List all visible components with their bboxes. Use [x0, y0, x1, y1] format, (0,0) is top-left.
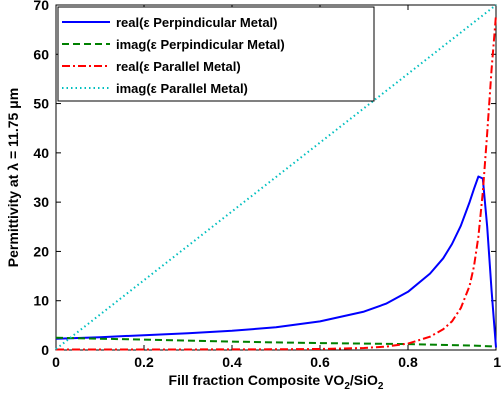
series-line-4	[55, 4, 497, 350]
y-tick-label: 20	[33, 243, 49, 259]
y-tick-label: 30	[33, 194, 49, 210]
series-layer	[55, 4, 497, 351]
x-tick-label: 0.2	[134, 354, 154, 370]
y-tick-label: 60	[33, 46, 49, 62]
legend-box	[57, 6, 375, 102]
series-line-1	[55, 175, 497, 348]
legend-label-2: imag(ε Perpindicular Metal)	[116, 37, 285, 52]
y-tick-label: 40	[33, 145, 49, 161]
y-axis-label: Permittivity at λ = 11.75 μm	[5, 88, 21, 267]
x-tick-label: 0.4	[222, 354, 242, 370]
x-tick-label: 0.8	[398, 354, 418, 370]
x-tick-label: 0.6	[310, 354, 330, 370]
legend-label-3: real(ε Parallel Metal)	[116, 59, 241, 74]
legend-label-1: real(ε Perpindicular Metal)	[116, 15, 278, 30]
series-line-3	[56, 14, 497, 351]
series-line-2	[55, 336, 497, 348]
y-tick-label: 50	[33, 96, 49, 112]
legend-label-4: imag(ε Parallel Metal)	[116, 81, 248, 96]
y-tick-label: 10	[33, 293, 49, 309]
x-tick-label: 0	[52, 354, 60, 370]
x-axis-label: Fill fraction Composite VO2/SiO2	[169, 372, 384, 392]
y-tick-label: 0	[41, 342, 49, 358]
y-tick-label: 70	[33, 0, 49, 13]
x-tick-label: 1	[493, 354, 501, 370]
legend-items: real(ε Perpindicular Metal) imag(ε Perpin…	[62, 15, 285, 96]
legend: real(ε Perpindicular Metal) imag(ε Perpin…	[57, 6, 375, 102]
